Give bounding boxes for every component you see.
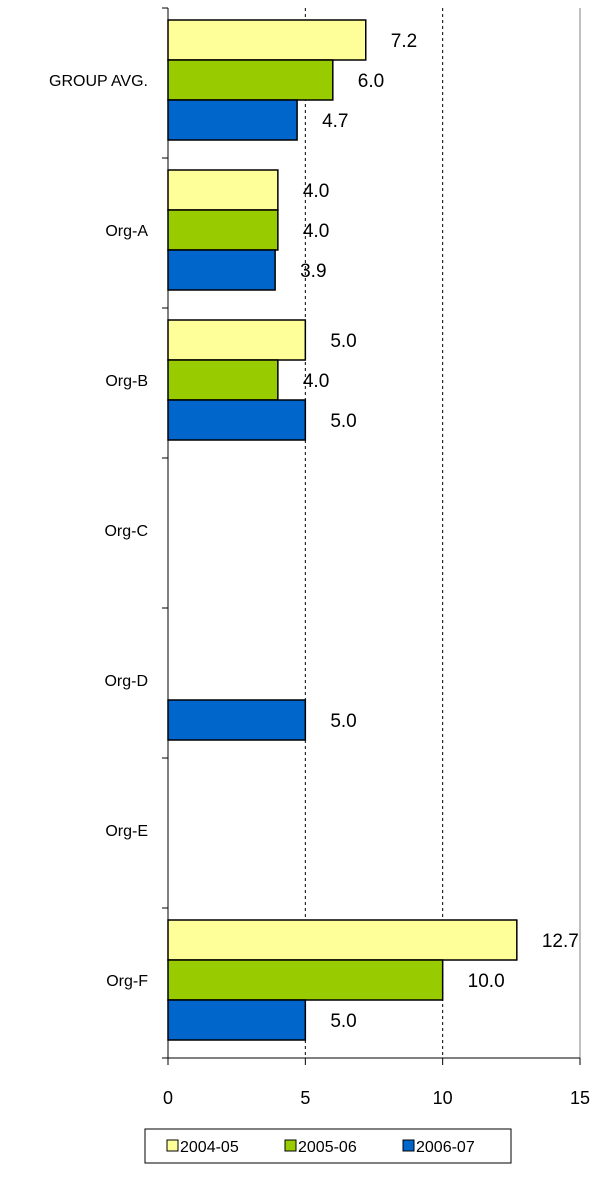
category-label: Org-C — [104, 523, 148, 540]
data-label: 5.0 — [330, 1011, 356, 1032]
bar-2004-05-org-b — [167, 319, 307, 361]
data-label: 4.0 — [303, 221, 329, 242]
legend-label: 2005-06 — [298, 1139, 357, 1156]
data-label: 5.0 — [330, 411, 356, 432]
category-label: GROUP AVG. — [49, 73, 148, 90]
bar-2005-06-org-f — [167, 959, 444, 1001]
bar-2006-07-org-a — [167, 249, 276, 291]
data-labels: 7.24.05.012.76.04.04.010.04.73.95.05.05.… — [300, 31, 579, 1032]
data-label: 12.7 — [542, 931, 579, 952]
legend-swatch — [284, 1139, 297, 1152]
data-label: 4.0 — [303, 181, 329, 202]
data-label: 5.0 — [330, 331, 356, 352]
bar-2005-06-group-avg- — [167, 59, 334, 101]
bar-2005-06-org-a — [167, 209, 279, 251]
category-label: Org-F — [106, 973, 148, 990]
x-tick-label: 0 — [163, 1088, 173, 1108]
category-label: Org-A — [105, 223, 148, 240]
bar-2006-07-org-b — [167, 399, 307, 441]
legend-swatch — [402, 1139, 415, 1152]
bar-2004-05-org-a — [167, 169, 279, 211]
x-tick-label: 10 — [433, 1088, 453, 1108]
x-tick-label: 15 — [570, 1088, 590, 1108]
category-label: Org-B — [105, 373, 148, 390]
category-labels: GROUP AVG. Org-A Org-B Org-C Org-D Org-E Org-F — [49, 73, 148, 990]
category-label: Org-D — [104, 673, 148, 690]
legend-label: 2004-05 — [180, 1139, 239, 1156]
legend-swatch — [166, 1139, 179, 1152]
bar-2004-05-group-avg- — [167, 19, 367, 61]
bar-2006-07-org-f — [167, 999, 307, 1041]
legend: 2004-05 2005-06 2006-07 — [144, 1128, 512, 1164]
data-label: 5.0 — [330, 711, 356, 732]
category-label: Org-E — [105, 823, 148, 840]
axes — [162, 7, 581, 1065]
gridlines — [304, 8, 581, 1058]
legend-label: 2006-07 — [416, 1139, 475, 1156]
x-tick-label: 5 — [300, 1088, 310, 1108]
data-label: 7.2 — [391, 31, 417, 52]
bar-2005-06-org-b — [167, 359, 279, 401]
bar-2006-07-org-d — [167, 699, 307, 741]
data-label: 6.0 — [358, 71, 384, 92]
data-label: 4.7 — [322, 111, 348, 132]
bar-2004-05-org-f — [167, 919, 518, 961]
bars — [167, 19, 518, 1041]
legend-box — [144, 1128, 512, 1164]
data-label: 10.0 — [468, 971, 505, 992]
bar-2006-07-group-avg- — [167, 99, 298, 141]
data-label: 3.9 — [300, 261, 326, 282]
data-label: 4.0 — [303, 371, 329, 392]
x-tick-labels: 0 5 10 15 — [163, 1088, 590, 1108]
